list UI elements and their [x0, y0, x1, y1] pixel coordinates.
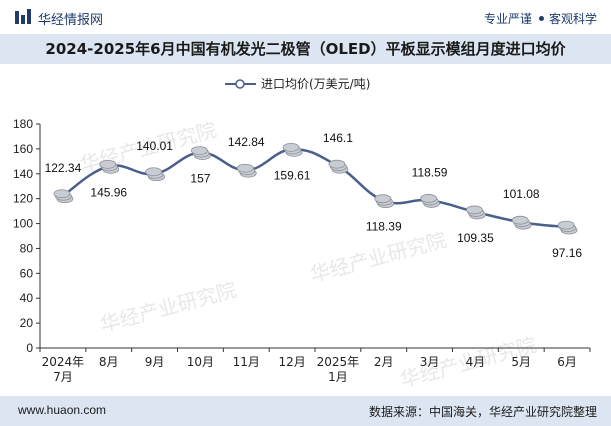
x-tick-label: 5月	[511, 355, 531, 369]
x-tick-label: 12月	[278, 355, 305, 369]
y-tick-label: 40	[20, 291, 34, 305]
data-label: 101.08	[503, 187, 540, 201]
x-tick-label: 7月	[53, 370, 73, 384]
slogan: 专业严谨 客观科学	[484, 10, 597, 27]
data-label: 157	[190, 172, 210, 186]
data-point	[53, 189, 74, 204]
x-tick-label: 3月	[420, 355, 440, 369]
slogan-right: 客观科学	[548, 12, 597, 26]
data-label: 145.96	[90, 185, 127, 199]
data-label: 118.39	[366, 220, 402, 234]
x-tick-label: 2024年	[42, 355, 85, 369]
data-label: 142.84	[228, 135, 265, 149]
x-tick-label: 1月	[328, 370, 348, 384]
logo-icon	[15, 9, 31, 24]
data-point	[282, 142, 303, 157]
data-label: 109.35	[457, 231, 494, 245]
x-tick-label: 9月	[145, 355, 165, 369]
legend-marker	[235, 79, 245, 89]
data-label: 140.01	[136, 139, 173, 153]
legend-label: 进口均价(万美元/吨)	[261, 77, 370, 91]
data-label: 118.59	[412, 165, 448, 179]
footer-bar: www.huaon.com 数据来源：中国海关，华经产业研究院整理	[0, 396, 611, 426]
y-tick-label: 80	[20, 241, 34, 255]
x-tick-label: 8月	[99, 355, 119, 369]
data-point	[511, 215, 532, 230]
y-tick-label: 100	[13, 217, 33, 231]
x-tick-label: 2月	[374, 355, 394, 369]
x-tick-label: 10月	[187, 355, 214, 369]
y-tick-label: 180	[13, 117, 33, 131]
x-tick-label: 6月	[557, 355, 577, 369]
data-point	[557, 220, 578, 235]
x-tick-label: 11月	[233, 355, 260, 369]
y-tick-label: 120	[13, 192, 33, 206]
title-bar: 2024-2025年6月中国有机发光二极管（OLED）平板显示模组月度进口均价	[0, 34, 611, 64]
y-tick-label: 0	[26, 341, 33, 355]
y-tick-label: 160	[13, 142, 33, 156]
slogan-dot-icon	[538, 16, 544, 21]
data-label: 146.1	[323, 131, 353, 145]
data-point	[99, 159, 120, 174]
data-label: 159.61	[274, 168, 311, 182]
data-point	[236, 163, 257, 178]
brand-name: 华经情报网	[38, 13, 104, 28]
data-point	[328, 159, 349, 174]
x-tick-label: 2025年	[317, 355, 360, 369]
data-point	[466, 205, 486, 220]
watermark-text: 华经产业研究院	[307, 228, 448, 287]
data-source: 数据来源：中国海关，华经产业研究院整理	[368, 405, 597, 419]
y-tick-label: 60	[20, 266, 34, 280]
website-link[interactable]: www.huaon.com	[18, 403, 107, 417]
watermark-text: 华经产业研究院	[97, 278, 238, 337]
chart-title: 2024-2025年6月中国有机发光二极管（OLED）平板显示模组月度进口均价	[45, 40, 566, 58]
data-label: 97.16	[552, 246, 582, 260]
y-tick-label: 140	[13, 167, 33, 181]
line-chart: 华经产业研究院华经产业研究院华经产业研究院华经产业研究院进口均价(万美元/吨)0…	[13, 77, 591, 392]
x-tick-label: 4月	[466, 355, 486, 369]
top-bar: 华经情报网 专业严谨 客观科学	[0, 0, 611, 34]
y-tick-label: 20	[20, 316, 34, 330]
data-label: 122.34	[45, 161, 82, 175]
data-point	[374, 194, 395, 209]
data-point	[145, 167, 165, 182]
slogan-left: 专业严谨	[483, 12, 532, 26]
data-point	[420, 194, 440, 208]
data-point	[191, 146, 211, 161]
